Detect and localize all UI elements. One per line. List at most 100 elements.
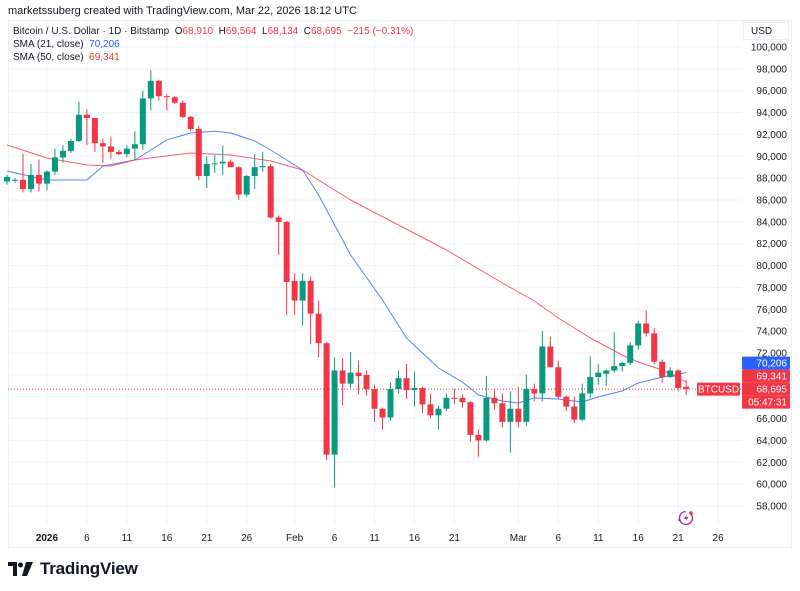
candle[interactable] (675, 369, 682, 392)
candle[interactable] (387, 382, 394, 421)
legend-sma50-row[interactable]: SMA (50, close) 69,341 (13, 52, 120, 63)
candle[interactable] (115, 149, 122, 156)
currency-button[interactable]: USD (743, 22, 789, 40)
symbol-tag-box[interactable] (697, 382, 740, 396)
candle[interactable] (19, 154, 26, 193)
candle[interactable] (459, 394, 466, 408)
candle[interactable] (99, 138, 106, 163)
candle[interactable] (227, 159, 234, 168)
candle[interactable] (515, 386, 522, 428)
symbol-tag[interactable]: BTCUSD (698, 385, 739, 396)
candle[interactable] (203, 156, 210, 188)
candle[interactable] (443, 393, 450, 411)
candle[interactable] (43, 170, 50, 191)
candle[interactable] (595, 363, 602, 385)
candle[interactable] (67, 138, 74, 154)
candle[interactable] (59, 145, 66, 163)
candle[interactable] (27, 163, 34, 193)
candle[interactable] (315, 300, 322, 358)
candle[interactable] (179, 100, 186, 119)
candle-body (99, 143, 106, 147)
candle[interactable] (291, 273, 298, 315)
candle[interactable] (83, 109, 90, 146)
candle[interactable] (91, 118, 98, 152)
candle[interactable] (259, 151, 266, 172)
candle[interactable] (403, 363, 410, 399)
candle[interactable] (139, 90, 146, 150)
candle[interactable] (579, 383, 586, 421)
candle[interactable] (411, 371, 418, 407)
candle[interactable] (499, 393, 506, 428)
candle[interactable] (627, 342, 634, 366)
candle[interactable] (619, 361, 626, 372)
candle[interactable] (419, 386, 426, 414)
candle[interactable] (563, 395, 570, 411)
candle[interactable] (323, 342, 330, 461)
candle[interactable] (4, 174, 10, 185)
tradingview-logo[interactable]: TradingView (8, 559, 138, 579)
candle[interactable] (11, 178, 18, 183)
candle[interactable] (307, 276, 314, 345)
grid-lines (8, 21, 742, 525)
candle[interactable] (155, 79, 162, 101)
candle[interactable] (643, 310, 650, 337)
candle[interactable] (107, 136, 114, 159)
candle[interactable] (539, 331, 546, 402)
candle[interactable] (483, 375, 490, 442)
candle[interactable] (523, 374, 530, 427)
candle[interactable] (395, 370, 402, 394)
candle[interactable] (491, 389, 498, 410)
candle[interactable] (363, 370, 370, 396)
candle[interactable] (603, 369, 610, 386)
candle[interactable] (667, 367, 674, 379)
candle[interactable] (683, 379, 690, 396)
candle[interactable] (355, 360, 362, 395)
candle[interactable] (75, 101, 82, 143)
candle[interactable] (251, 154, 258, 190)
high-value: 69,564 (225, 26, 257, 37)
candle[interactable] (451, 389, 458, 405)
symbol-name[interactable]: Bitcoin / U.S. Dollar · 1D · Bitstamp (13, 26, 170, 37)
candle[interactable] (123, 145, 130, 158)
lightning-icon[interactable] (678, 510, 694, 526)
candle[interactable] (235, 166, 242, 201)
candle[interactable] (275, 215, 282, 255)
candle[interactable] (555, 360, 562, 399)
candle[interactable] (531, 383, 538, 402)
candle[interactable] (475, 429, 482, 457)
candle[interactable] (147, 69, 154, 111)
candle[interactable] (219, 145, 226, 175)
candle[interactable] (35, 159, 42, 192)
candle[interactable] (51, 148, 58, 175)
candle[interactable] (243, 174, 250, 197)
candle[interactable] (267, 163, 274, 219)
candle-body (515, 408, 522, 422)
candle[interactable] (299, 273, 306, 326)
candle[interactable] (283, 220, 290, 315)
candle[interactable] (635, 321, 642, 350)
candle[interactable] (131, 131, 138, 160)
candle[interactable] (211, 155, 218, 173)
candle[interactable] (339, 358, 346, 406)
candle[interactable] (659, 359, 666, 383)
candle[interactable] (379, 407, 386, 430)
candle[interactable] (163, 93, 170, 111)
candle[interactable] (347, 351, 354, 388)
legend-sma21-row[interactable]: SMA (21, close) 70,206 (13, 39, 120, 50)
candle[interactable] (611, 332, 618, 373)
candle[interactable] (507, 391, 514, 453)
candle[interactable] (435, 405, 442, 430)
candle[interactable] (331, 357, 338, 488)
candle[interactable] (467, 401, 474, 442)
candle[interactable] (187, 115, 194, 132)
candle[interactable] (571, 396, 578, 423)
candle[interactable] (427, 393, 434, 419)
candle[interactable] (195, 125, 202, 181)
candle[interactable] (171, 96, 178, 104)
time-tick-label: 6 (556, 533, 562, 544)
candle[interactable] (651, 327, 658, 364)
candle[interactable] (587, 356, 594, 398)
candle[interactable] (547, 336, 554, 368)
candle[interactable] (371, 384, 378, 422)
